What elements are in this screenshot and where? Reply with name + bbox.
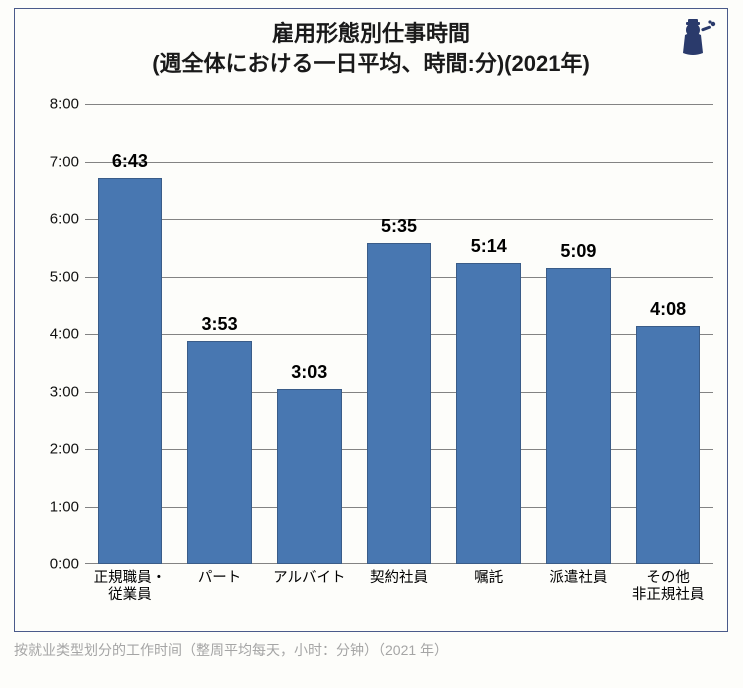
mascot-icon [673, 17, 717, 61]
y-tick-label: 2:00 [37, 441, 79, 458]
value-label: 6:43 [112, 151, 148, 172]
y-tick-label: 7:00 [37, 153, 79, 170]
title-line-1: 雇用形態別仕事時間 [272, 21, 470, 46]
category-label: 派遣社員 [549, 570, 607, 587]
category-label: アルバイト [273, 570, 345, 587]
plot-area: 0:001:002:003:004:005:006:007:008:006:43… [85, 104, 713, 564]
y-tick-label: 3:00 [37, 383, 79, 400]
category-label: 契約社員 [370, 570, 428, 587]
y-tick-label: 8:00 [37, 96, 79, 113]
bar [187, 341, 252, 564]
y-tick-label: 4:00 [37, 326, 79, 343]
bar [277, 389, 342, 564]
value-label: 5:09 [560, 241, 596, 262]
category-label: パート [198, 570, 242, 587]
value-label: 3:03 [291, 362, 327, 383]
value-label: 5:35 [381, 216, 417, 237]
title-line-2: (週全体における一日平均、時間:分)(2021年) [152, 51, 590, 76]
bar [546, 268, 611, 564]
value-label: 5:14 [471, 236, 507, 257]
y-tick-label: 1:00 [37, 498, 79, 515]
chart-title: 雇用形態別仕事時間 (週全体における一日平均、時間:分)(2021年) [15, 19, 727, 78]
bar [98, 178, 163, 564]
value-label: 4:08 [650, 299, 686, 320]
grid-line [85, 104, 713, 105]
y-tick-label: 5:00 [37, 268, 79, 285]
caption-text: 按就业类型划分的工作时间（整周平均每天，小时：分钟）（2021 年） [14, 640, 448, 660]
value-label: 3:53 [202, 314, 238, 335]
category-label: 嘱託 [474, 570, 503, 587]
chart-frame: 雇用形態別仕事時間 (週全体における一日平均、時間:分)(2021年) 0:00… [14, 8, 728, 632]
y-tick-label: 0:00 [37, 556, 79, 573]
bar [456, 263, 521, 564]
bar [636, 326, 701, 564]
bar [367, 243, 432, 564]
y-tick-label: 6:00 [37, 211, 79, 228]
page: 雇用形態別仕事時間 (週全体における一日平均、時間:分)(2021年) 0:00… [0, 0, 743, 688]
grid-line [85, 162, 713, 163]
category-label: 正規職員・従業員 [94, 570, 167, 605]
category-label: その他非正規社員 [632, 570, 705, 605]
